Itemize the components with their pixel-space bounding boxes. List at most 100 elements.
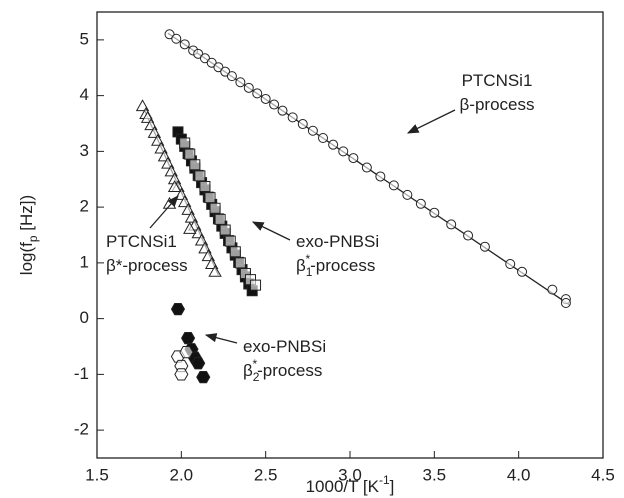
point: [348, 153, 359, 164]
point: [179, 39, 190, 50]
point: [170, 303, 186, 316]
point: [463, 230, 474, 241]
annotation-part: β: [243, 361, 253, 380]
point: [517, 266, 528, 277]
annotation: β*-process: [106, 256, 188, 275]
annotation-part: *: [252, 357, 257, 371]
point: [260, 93, 271, 104]
annotation-arrow: [204, 333, 238, 344]
y-tick-label: 1: [80, 252, 89, 271]
point: [338, 146, 349, 157]
y-label-part: log(f: [17, 242, 36, 275]
x-tick-label: 3.5: [423, 465, 447, 484]
point: [375, 171, 386, 182]
y-tick-label: 0: [80, 308, 89, 327]
y-label-part: [Hz]): [17, 195, 36, 236]
point: [252, 88, 263, 99]
point: [277, 105, 288, 116]
point: [287, 112, 298, 123]
annotation: β2*-process: [243, 357, 322, 384]
point: [229, 246, 241, 258]
x-tick-label: 2.5: [254, 465, 278, 484]
annotation-part: 1: [306, 265, 313, 279]
y-tick-label: 4: [80, 85, 89, 104]
point: [318, 132, 329, 143]
point: [214, 213, 226, 225]
point: [234, 257, 246, 269]
y-tick-label: 3: [80, 141, 89, 160]
point: [560, 298, 571, 309]
point: [235, 77, 246, 88]
point: [174, 368, 189, 381]
point: [446, 219, 457, 230]
point: [402, 189, 413, 200]
point: [199, 180, 211, 192]
point: [328, 139, 339, 150]
point: [167, 180, 182, 193]
point: [184, 148, 196, 160]
point: [243, 82, 254, 93]
annotation-part: 2: [253, 370, 260, 384]
point: [505, 258, 516, 269]
annotation: β-process: [460, 95, 535, 114]
annotation-part: PTCNSi1: [106, 232, 177, 251]
x-tick-label: 2.0: [170, 465, 194, 484]
point: [204, 192, 216, 204]
annotation-part: -process: [257, 361, 322, 380]
annotation-part: *: [305, 252, 310, 266]
annotation-part: -process: [310, 256, 375, 275]
x-tick-label: 4.5: [591, 465, 615, 484]
y-tick-label: 5: [80, 29, 89, 48]
point: [250, 279, 262, 291]
point: [194, 170, 206, 182]
point: [189, 159, 201, 171]
point: [361, 162, 372, 173]
annotation-part: PTCNSi1: [462, 71, 533, 90]
annotation-part: β*-process: [106, 256, 188, 275]
point: [297, 119, 308, 130]
x-tick-label: 3.0: [338, 465, 362, 484]
y-axis-label: log(fp [Hz]): [17, 195, 40, 275]
point: [219, 224, 231, 236]
point: [209, 202, 221, 214]
point: [183, 221, 197, 234]
point: [429, 207, 440, 218]
point: [181, 332, 196, 345]
point: [479, 241, 490, 252]
point: [269, 99, 280, 110]
point: [307, 125, 318, 136]
annotation: β1*-process: [296, 252, 375, 279]
y-tick-label: -1: [74, 364, 89, 383]
point: [547, 284, 558, 295]
point: [171, 33, 182, 44]
point: [179, 137, 191, 149]
point: [226, 71, 237, 82]
annotation: exo-PNBSi: [296, 232, 379, 251]
annotation-arrow: [406, 109, 456, 134]
y-tick-label: 2: [80, 197, 89, 216]
point: [179, 345, 194, 359]
x-tick-label: 1.5: [85, 465, 109, 484]
point: [388, 180, 399, 191]
point: [224, 235, 236, 247]
annotation-part: β: [296, 256, 306, 275]
point: [162, 196, 177, 209]
x-label-part: ]: [390, 477, 395, 496]
point: [191, 357, 206, 370]
annotation: exo-PNBSi: [243, 337, 326, 356]
annotation-part: exo-PNBSi: [243, 337, 326, 356]
x-axis-label: 1000/T [K-1]: [306, 473, 395, 496]
annotation-arrow: [251, 221, 291, 241]
x-label-sup: -1: [379, 473, 390, 487]
y-tick-label: -2: [74, 420, 89, 439]
y-label-sub: p: [26, 235, 40, 242]
point: [208, 264, 222, 277]
point: [415, 198, 426, 209]
annotation-part: β-process: [460, 95, 535, 114]
x-tick-label: 4.0: [507, 465, 531, 484]
point: [196, 371, 211, 384]
annotation-part: exo-PNBSi: [296, 232, 379, 251]
annotation-arrow: [149, 195, 179, 229]
annotation: PTCNSi1: [462, 71, 533, 90]
